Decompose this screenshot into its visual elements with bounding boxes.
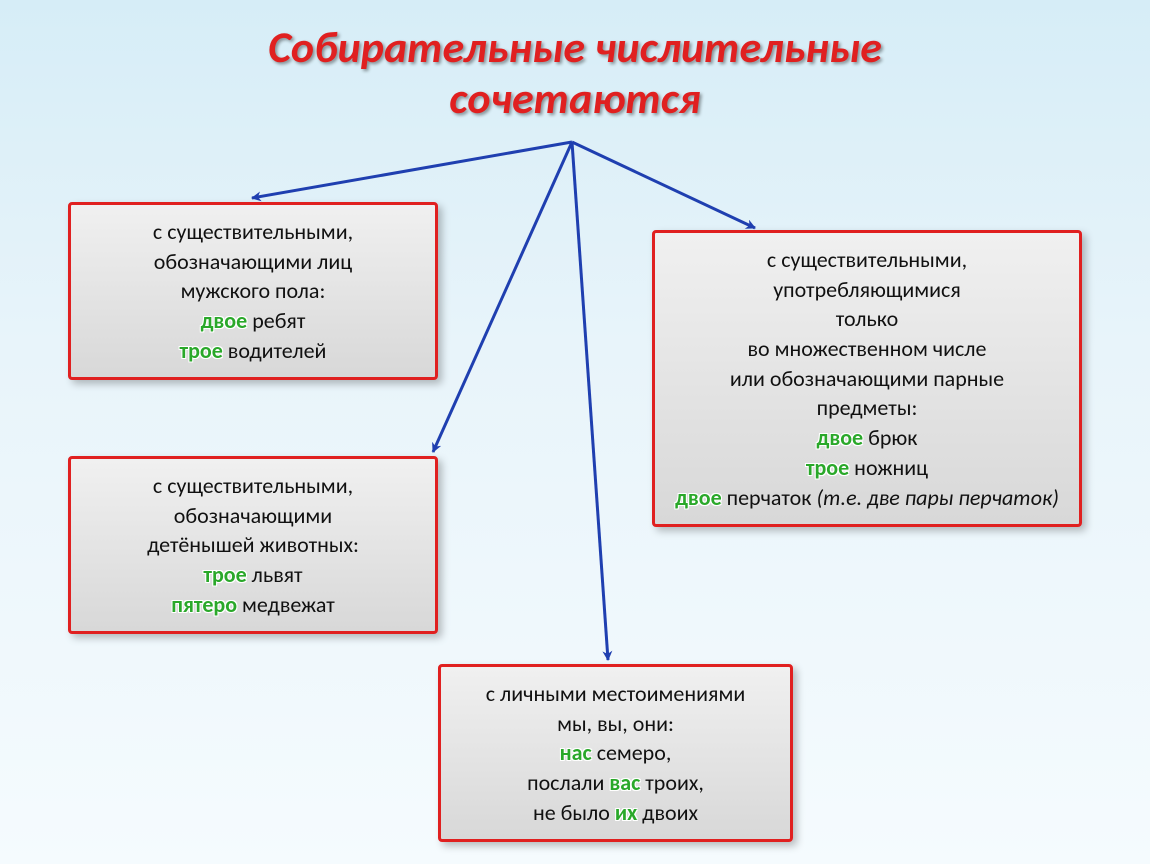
- numeral-highlight: их: [615, 799, 637, 826]
- card-line: детёнышей животных:: [85, 530, 421, 560]
- card-line: трое львят: [85, 560, 421, 590]
- card-text: перчаток: [722, 484, 817, 511]
- numeral-highlight: двое: [675, 484, 722, 511]
- title-line-2: сочетаются: [449, 71, 700, 125]
- card-line: не было их двоих: [455, 798, 776, 828]
- numeral-highlight: вас: [609, 769, 640, 796]
- card-line: двое перчаток (т.е. две пары перчаток): [669, 483, 1065, 513]
- card-line: во множественном числе: [669, 334, 1065, 364]
- card-masculine-nouns: с существительными, обозначающими лиц му…: [68, 202, 438, 380]
- card-line: обозначающими лиц: [85, 247, 421, 277]
- card-text: ребят: [247, 307, 305, 334]
- numeral-highlight: двое: [201, 307, 248, 334]
- page-title: Собирательные числительные сочетаются: [0, 0, 1150, 123]
- card-line: трое ножниц: [669, 453, 1065, 483]
- card-line: с существительными,: [85, 217, 421, 247]
- numeral-highlight: трое: [203, 561, 246, 588]
- card-line: с личными местоимениями: [455, 679, 776, 709]
- numeral-highlight: пятеро: [171, 591, 237, 618]
- card-line: двое брюк: [669, 423, 1065, 453]
- card-text: семеро,: [592, 739, 672, 766]
- card-line: с существительными,: [669, 245, 1065, 275]
- card-italic: (т.е. две пары перчаток): [816, 484, 1058, 511]
- title-line-1: Собирательные числительные: [268, 20, 882, 74]
- card-text: не было: [533, 799, 615, 826]
- card-line: трое водителей: [85, 336, 421, 366]
- card-personal-pronouns: с личными местоимениями мы, вы, они: нас…: [438, 664, 793, 842]
- card-line: только: [669, 304, 1065, 334]
- card-text: ножниц: [849, 454, 928, 481]
- card-text: водителей: [223, 337, 327, 364]
- numeral-highlight: нас: [560, 739, 592, 766]
- card-line: или обозначающими парные: [669, 364, 1065, 394]
- card-text: брюк: [863, 424, 917, 451]
- card-line: пятеро медвежат: [85, 590, 421, 620]
- card-animal-young: с существительными, обозначающими детёны…: [68, 456, 438, 634]
- numeral-highlight: двое: [817, 424, 864, 451]
- card-line: мы, вы, они:: [455, 709, 776, 739]
- card-line: послали вас троих,: [455, 768, 776, 798]
- numeral-highlight: трое: [806, 454, 849, 481]
- card-text: двоих: [637, 799, 698, 826]
- numeral-highlight: трое: [180, 337, 223, 364]
- card-line: употребляющимися: [669, 275, 1065, 305]
- card-line: с существительными,: [85, 471, 421, 501]
- card-text: троих,: [640, 769, 704, 796]
- card-line: обозначающими: [85, 501, 421, 531]
- card-line: двое ребят: [85, 306, 421, 336]
- card-text: медвежат: [237, 591, 335, 618]
- card-line: нас семеро,: [455, 738, 776, 768]
- card-text: послали: [527, 769, 609, 796]
- card-line: предметы:: [669, 393, 1065, 423]
- card-text: львят: [247, 561, 303, 588]
- card-line: мужского пола:: [85, 276, 421, 306]
- card-plural-or-pair-nouns: с существительными, употребляющимися тол…: [652, 230, 1082, 527]
